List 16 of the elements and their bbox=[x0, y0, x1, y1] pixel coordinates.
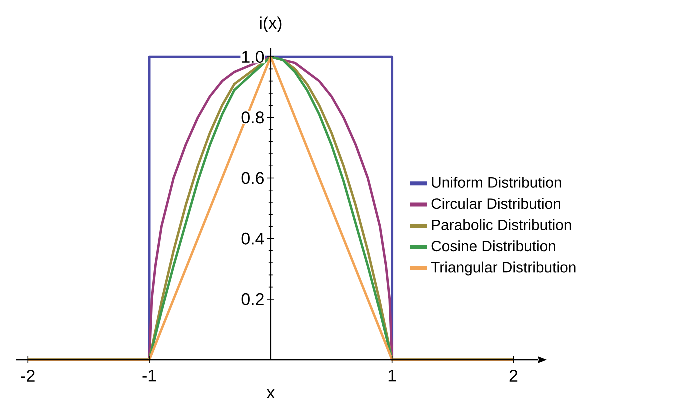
y-tick-label: 1.0 bbox=[242, 51, 264, 64]
x-tick-label: 1 bbox=[388, 370, 396, 382]
legend-label: Cosine Distribution bbox=[432, 240, 556, 252]
legend-label: Uniform Distribution bbox=[432, 176, 562, 188]
y-tick-label: 0.8 bbox=[242, 112, 264, 124]
y-tick-label: 0.4 bbox=[242, 232, 264, 245]
y-tick-label: 0.2 bbox=[242, 293, 264, 306]
legend-label: Triangular Distribution bbox=[431, 262, 576, 276]
legend-label: Circular Distribution bbox=[432, 198, 560, 210]
x-tick-label: 2 bbox=[510, 370, 518, 382]
y-tick-label: 0.6 bbox=[242, 172, 264, 184]
x-tick-label: -2 bbox=[21, 370, 35, 382]
y-axis-title: i(x) bbox=[260, 16, 282, 32]
x-axis-title: x bbox=[266, 390, 275, 398]
legend-label: Parabolic Distribution bbox=[432, 219, 572, 230]
x-tick-label: -1 bbox=[142, 370, 156, 382]
